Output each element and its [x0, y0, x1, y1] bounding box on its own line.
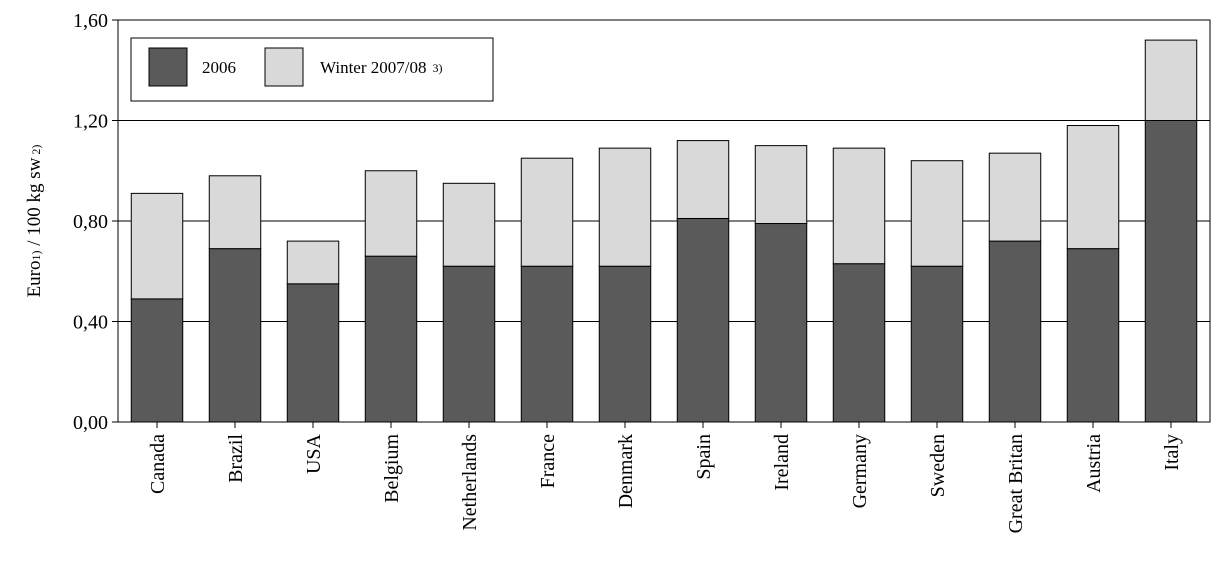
y-tick-label: 0,40: [73, 312, 108, 334]
y-tick-label: 1,60: [73, 10, 108, 32]
x-tick-label: France: [537, 434, 559, 489]
bar-germany-series-1: [832, 147, 886, 265]
legend: 2006 Winter 2007/08 3): [130, 37, 494, 102]
legend-label-winter: Winter 2007/08 3): [320, 58, 443, 77]
bar-netherlands-series-1: [442, 182, 496, 267]
y-tick-label: 0,80: [73, 211, 108, 233]
bar-denmark-series-1: [598, 147, 652, 267]
x-tick-label: Denmark: [615, 434, 637, 508]
x-tick-label: Germany: [849, 434, 871, 508]
x-tick-label: Belgium: [381, 434, 403, 503]
x-tick-label: Sweden: [927, 434, 949, 497]
legend-swatch-2006: [148, 47, 188, 87]
bars: [130, 39, 1198, 423]
x-tick-label: Netherlands: [459, 434, 481, 531]
legend-label-2006: 2006: [202, 58, 236, 77]
bar-ireland-series-0: [754, 223, 808, 423]
bar-sweden-series-1: [910, 160, 964, 267]
bar-belgium-series-0: [364, 255, 418, 423]
x-tick-label: Austria: [1083, 434, 1105, 493]
x-tick-label: USA: [303, 433, 325, 474]
x-tick-label: Brazil: [225, 434, 247, 483]
legend-swatch-winter: [264, 47, 304, 87]
bar-italy-series-0: [1144, 120, 1198, 423]
y-ticks: 0,00 0,40 0,80 1,20 1,60: [73, 10, 118, 434]
x-tick-label: Italy: [1161, 434, 1183, 471]
bar-france-series-1: [520, 157, 574, 267]
bar-austria-series-1: [1066, 125, 1120, 250]
y-tick-label: 0,00: [73, 412, 108, 434]
bar-great-britan-series-0: [988, 240, 1042, 423]
x-tick-label: Great Britan: [1005, 434, 1027, 533]
bar-italy-series-1: [1144, 39, 1198, 121]
bar-canada-series-1: [130, 192, 184, 300]
bar-netherlands-series-0: [442, 265, 496, 423]
x-tick-label: Ireland: [771, 434, 793, 491]
bar-usa-series-0: [286, 283, 340, 423]
bar-brazil-series-1: [208, 175, 262, 250]
x-tick-label: Spain: [693, 434, 715, 480]
y-tick-label: 1,20: [73, 111, 108, 133]
bar-usa-series-1: [286, 240, 340, 285]
bar-brazil-series-0: [208, 248, 262, 423]
bar-ireland-series-1: [754, 145, 808, 225]
y-axis-title: Euro1) / 100 kg sw2): [24, 145, 45, 298]
bar-great-britan-series-1: [988, 152, 1042, 242]
x-tick-label: Canada: [147, 434, 169, 494]
bar-denmark-series-0: [598, 265, 652, 423]
bar-sweden-series-0: [910, 265, 964, 423]
bar-germany-series-0: [832, 263, 886, 423]
bar-spain-series-0: [676, 217, 730, 423]
x-ticks: Canada Brazil USA Belgium Netherlands France D…: [147, 422, 1183, 533]
bar-belgium-series-1: [364, 170, 418, 257]
bar-france-series-0: [520, 265, 574, 423]
bar-canada-series-0: [130, 298, 184, 423]
legend-box: [130, 37, 494, 102]
bar-austria-series-0: [1066, 248, 1120, 423]
bar-spain-series-1: [676, 140, 730, 219]
